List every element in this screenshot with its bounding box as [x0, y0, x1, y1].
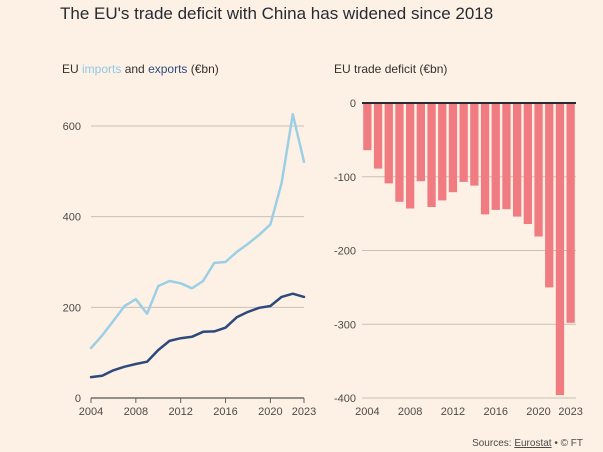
line-chart-x-tick-2004: 2004 [79, 406, 103, 418]
bar-chart-x-tick-2023: 2023 [558, 406, 582, 418]
line-chart-subtitle: EU imports and exports (€bn) [62, 62, 219, 76]
source-suffix: • © FT [551, 438, 583, 449]
deficit-bar-2023 [566, 103, 575, 323]
deficit-bar-2008 [406, 103, 415, 209]
bar-chart-y-tick-neg200: -200 [334, 246, 356, 258]
deficit-bar-2009 [416, 103, 425, 182]
bar-chart-subtitle: EU trade deficit (€bn) [334, 62, 448, 76]
line-chart-gridlines [91, 125, 304, 399]
deficit-bar-2022 [555, 103, 565, 396]
line-chart-x-tick-2023: 2023 [292, 406, 316, 418]
line-chart-x-tick-labels: 2004 2008 2012 2016 2020 2023 [79, 398, 316, 418]
deficit-bar-2021 [545, 103, 554, 288]
bar-chart-x-tick-2020: 2020 [526, 406, 550, 418]
bar-chart-y-tick-labels: 0 -100 -200 -300 -400 [334, 98, 356, 405]
line-chart-y-tick-0: 0 [75, 393, 81, 405]
deficit-bar-2017 [502, 103, 511, 210]
line-chart-x-tick-2012: 2012 [168, 406, 192, 418]
deficit-bar-2018 [513, 103, 522, 217]
source-link-eurostat[interactable]: Eurostat [514, 438, 552, 449]
line-chart-y-tick-200: 200 [63, 302, 81, 314]
subtitle-unit: (€bn) [187, 62, 219, 76]
deficit-bar-2010 [427, 103, 436, 207]
bar-chart-x-tick-2004: 2004 [355, 406, 379, 418]
bar-chart-y-tick-0: 0 [350, 98, 356, 110]
subtitle-prefix: EU [62, 62, 83, 76]
deficit-bar-2013 [459, 103, 468, 182]
imports-legend-label: imports [82, 62, 122, 76]
exports-legend-label: exports [148, 62, 188, 76]
line-chart-x-tick-2020: 2020 [258, 406, 282, 418]
source-prefix: Sources: [472, 438, 515, 449]
deficit-bar-2011 [438, 103, 447, 201]
bar-chart-y-tick-neg400: -400 [334, 393, 356, 405]
bar-chart-y-tick-neg100: -100 [334, 172, 356, 184]
bar-chart-x-tick-2016: 2016 [484, 406, 508, 418]
bar-chart-x-tick-2012: 2012 [441, 406, 465, 418]
line-chart-y-tick-labels: 0 200 400 600 [63, 121, 81, 405]
bar-chart-x-tick-labels: 2004 2008 2012 2016 2020 2023 [355, 406, 583, 418]
deficit-bar-2006 [384, 103, 393, 184]
line-chart-series [89, 112, 306, 379]
imports-line [89, 112, 306, 350]
line-chart-x-tick-2016: 2016 [213, 406, 237, 418]
deficit-bar-2016 [491, 103, 500, 210]
bar-chart-x-tick-2008: 2008 [398, 406, 422, 418]
exports-line [89, 292, 306, 379]
source-note: Sources: Eurostat • © FT [472, 438, 583, 449]
deficit-bar-2007 [395, 103, 404, 202]
subtitle-and: and [121, 62, 149, 76]
chart-title: The EU's trade deficit with China has wi… [60, 4, 494, 23]
deficit-bar-2020 [534, 103, 543, 237]
deficit-bar-2015 [480, 103, 490, 215]
line-chart-y-tick-600: 600 [63, 121, 81, 133]
line-chart-y-tick-400: 400 [63, 212, 81, 224]
deficit-bar-2012 [448, 103, 458, 193]
deficit-bar-2019 [523, 103, 532, 224]
deficit-bar-2014 [470, 103, 479, 186]
bar-chart-gridlines [362, 176, 576, 399]
deficit-bar-2004 [363, 103, 372, 151]
bar-chart-y-tick-neg300: -300 [334, 319, 356, 331]
deficit-bar-2005 [373, 103, 383, 169]
line-chart-x-tick-2008: 2008 [124, 406, 148, 418]
bar-chart-bars [363, 103, 575, 396]
